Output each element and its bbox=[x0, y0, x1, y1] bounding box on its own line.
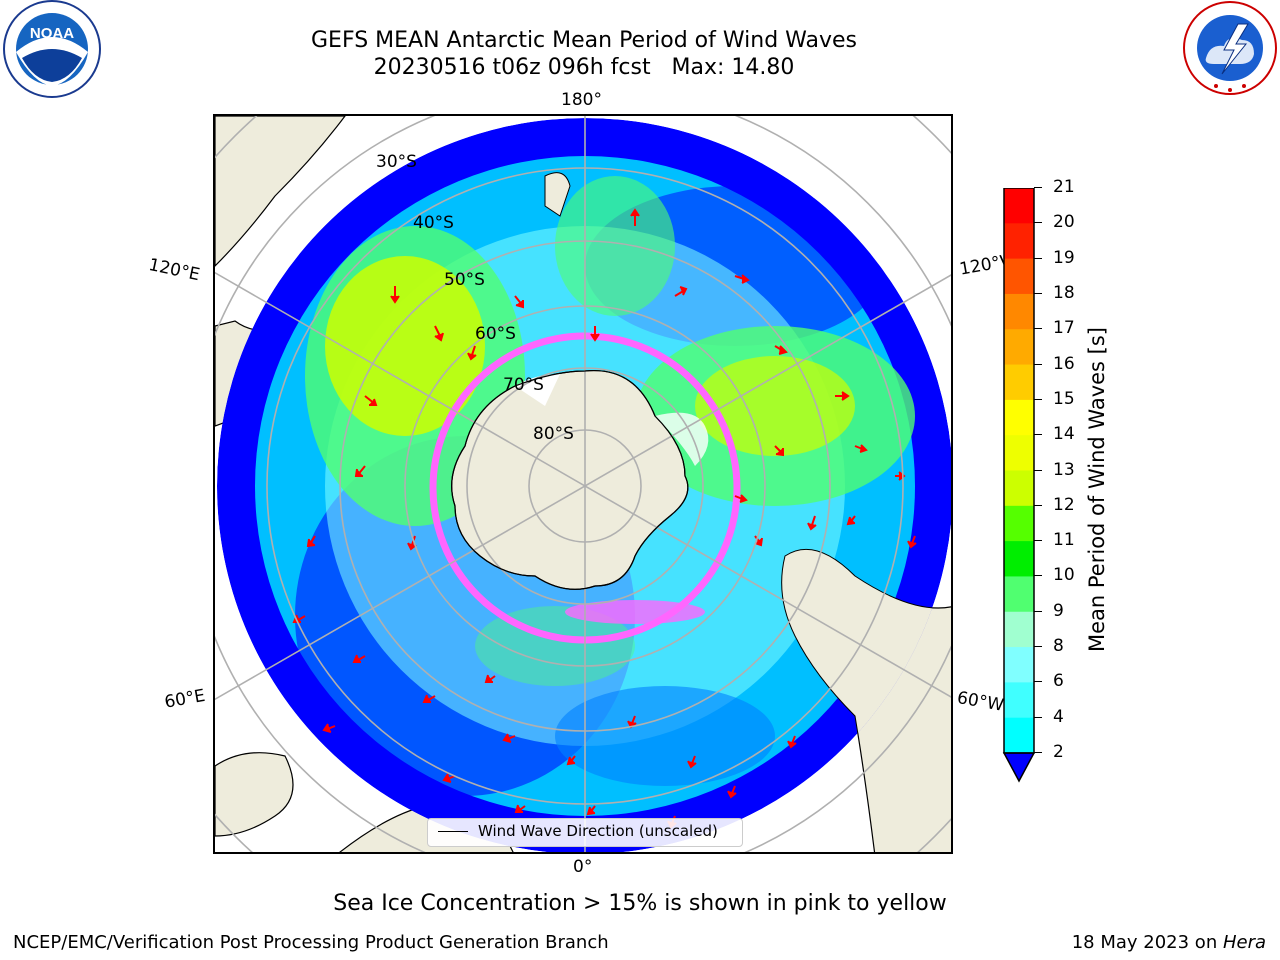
lat-label-70s: 70°S bbox=[503, 375, 544, 395]
colorbar-tick-mark bbox=[1034, 540, 1042, 542]
colorbar bbox=[1000, 187, 1040, 788]
colorbar-tick-label: 18 bbox=[1053, 282, 1075, 303]
colorbar-cell bbox=[1004, 188, 1034, 224]
noaa-logo: NOAA bbox=[0, 0, 104, 100]
credit-date-text: 18 May 2023 on bbox=[1071, 932, 1223, 953]
colorbar-label: Mean Period of Wind Waves [s] bbox=[1085, 327, 1109, 652]
colorbar-tick-label: 8 bbox=[1053, 636, 1064, 657]
colorbar-tick-mark bbox=[1034, 681, 1042, 683]
chart-title: GEFS MEAN Antarctic Mean Period of Wind … bbox=[311, 28, 857, 53]
colorbar-tick-label: 13 bbox=[1053, 459, 1075, 480]
colorbar-cell bbox=[1004, 364, 1034, 401]
colorbar-tick-label: 2 bbox=[1053, 742, 1064, 762]
nws-logo bbox=[1180, 0, 1280, 100]
credit-branch: NCEP/EMC/Verification Post Processing Pr… bbox=[13, 932, 609, 953]
colorbar-tick-mark bbox=[1034, 434, 1042, 436]
map-svg bbox=[215, 116, 951, 852]
colorbar-extend-min bbox=[1002, 752, 1036, 783]
colorbar-outline bbox=[1003, 187, 1035, 754]
graticule bbox=[215, 116, 951, 852]
colorbar-cell bbox=[1004, 399, 1034, 436]
colorbar-tick-label: 10 bbox=[1053, 565, 1075, 586]
lat-label-30s: 30°S bbox=[376, 152, 417, 172]
sea-ice-caption: Sea Ice Concentration > 15% is shown in … bbox=[333, 891, 947, 916]
credit-host: Hera bbox=[1222, 932, 1266, 953]
colorbar-tick-label: 16 bbox=[1053, 353, 1075, 374]
colorbar-tick-mark bbox=[1034, 187, 1042, 188]
colorbar-cell bbox=[1004, 682, 1034, 719]
map-legend: Wind Wave Direction (unscaled) bbox=[427, 818, 743, 847]
credit-date: 18 May 2023 on Hera bbox=[1072, 932, 1266, 953]
colorbar-tick-label: 20 bbox=[1053, 212, 1075, 233]
meridian-label-120e: 120°E bbox=[146, 255, 202, 286]
colorbar-tick-mark bbox=[1034, 752, 1042, 753]
lat-label-50s: 50°S bbox=[444, 270, 485, 290]
colorbar-tick-mark bbox=[1034, 646, 1042, 648]
polar-map bbox=[213, 114, 953, 854]
colorbar-tick-mark bbox=[1034, 363, 1042, 365]
colorbar-tick-mark bbox=[1034, 292, 1042, 294]
colorbar-tick-label: 14 bbox=[1053, 424, 1075, 445]
colorbar-tick-mark bbox=[1034, 716, 1042, 718]
legend-label: Wind Wave Direction (unscaled) bbox=[478, 822, 718, 840]
colorbar-tick-mark bbox=[1034, 610, 1042, 612]
lat-label-60s: 60°S bbox=[475, 324, 516, 344]
colorbar-cell bbox=[1004, 435, 1034, 471]
meridian-label-180: 180° bbox=[561, 90, 602, 110]
colorbar-tick-label: 11 bbox=[1053, 530, 1075, 551]
meridian-label-60e: 60°E bbox=[163, 685, 207, 713]
colorbar-cell bbox=[1004, 329, 1034, 366]
colorbar-tick-label: 17 bbox=[1053, 318, 1075, 339]
meridian-label-60w: 60°W bbox=[955, 688, 1006, 716]
colorbar-cell bbox=[1004, 505, 1034, 542]
colorbar-tick-label: 21 bbox=[1053, 177, 1075, 197]
colorbar-cell bbox=[1004, 470, 1034, 507]
colorbar-cell bbox=[1004, 541, 1034, 577]
colorbar-cell bbox=[1004, 717, 1034, 754]
colorbar-tick-mark bbox=[1034, 257, 1042, 259]
colorbar-tick-mark bbox=[1034, 575, 1042, 577]
colorbar-cell bbox=[1004, 576, 1034, 613]
colorbar-svg bbox=[1002, 187, 1036, 783]
colorbar-tick-mark bbox=[1034, 222, 1042, 224]
colorbar-cell bbox=[1004, 647, 1034, 683]
colorbar-tick-label: 4 bbox=[1053, 706, 1064, 727]
colorbar-tick-label: 19 bbox=[1053, 247, 1075, 268]
colorbar-cell bbox=[1004, 611, 1034, 648]
lat-label-80s: 80°S bbox=[533, 424, 574, 444]
colorbar-tick-mark bbox=[1034, 398, 1042, 400]
colorbar-tick-label: 9 bbox=[1053, 600, 1064, 621]
colorbar-tick-label: 12 bbox=[1053, 494, 1075, 515]
colorbar-tick-mark bbox=[1034, 469, 1042, 471]
colorbar-tick-mark bbox=[1034, 328, 1042, 330]
colorbar-tick-mark bbox=[1034, 504, 1042, 506]
chart-subtitle: 20230516 t06z 096h fcst Max: 14.80 bbox=[373, 55, 795, 80]
colorbar-cell bbox=[1004, 258, 1034, 295]
colorbar-tick-label: 15 bbox=[1053, 388, 1075, 409]
colorbar-tick-label: 6 bbox=[1053, 671, 1064, 692]
noaa-logo-text: NOAA bbox=[30, 25, 74, 42]
legend-line-icon bbox=[438, 831, 468, 832]
lat-label-40s: 40°S bbox=[413, 213, 454, 233]
meridian-label-0: 0° bbox=[573, 857, 593, 877]
colorbar-cell bbox=[1004, 223, 1034, 260]
colorbar-cell bbox=[1004, 293, 1034, 330]
